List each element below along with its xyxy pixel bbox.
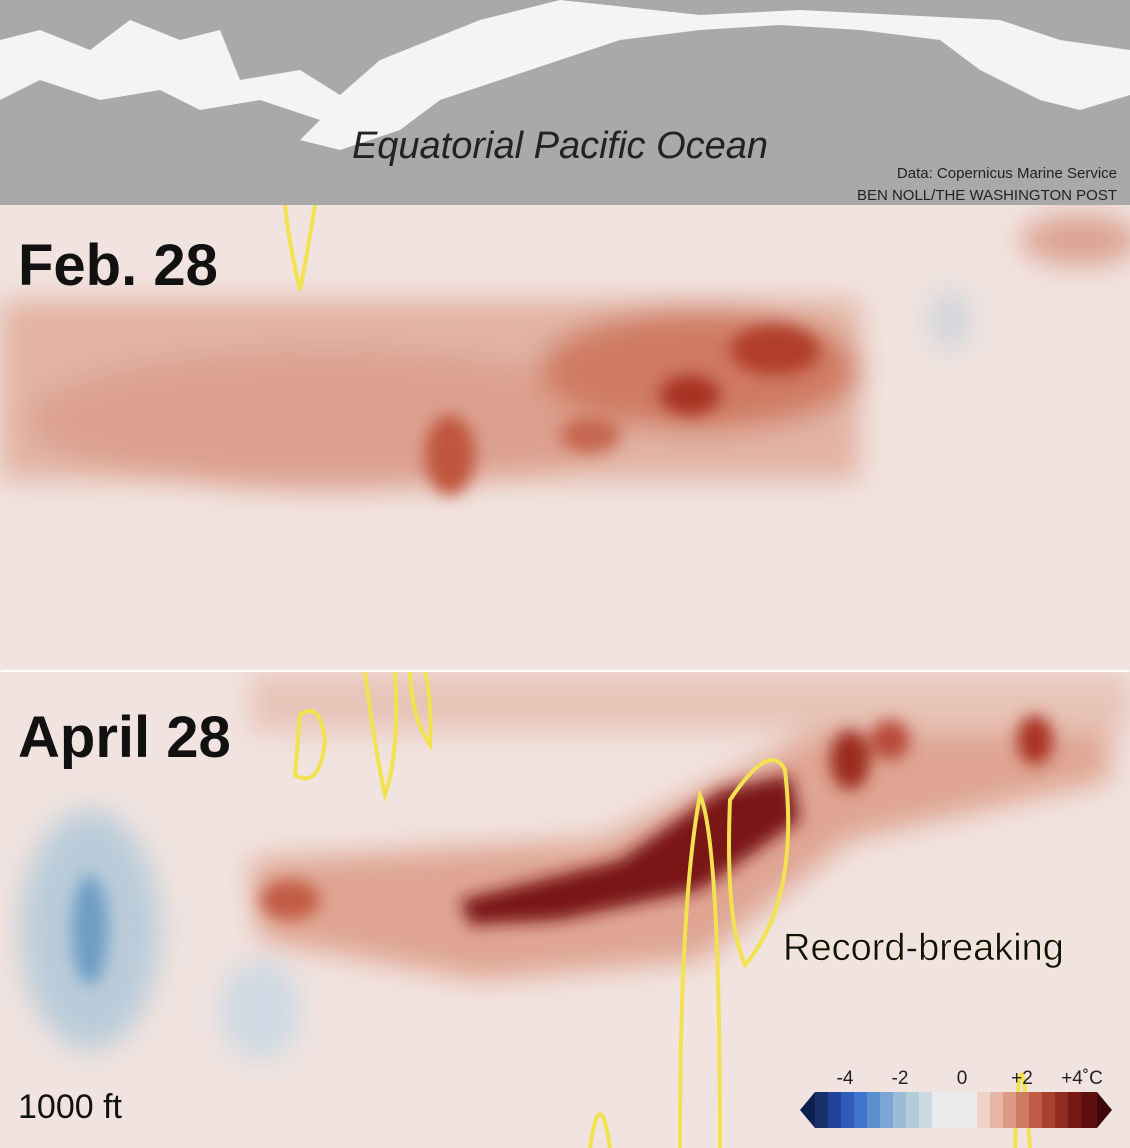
credit: BEN NOLL/THE WASHINGTON POST	[857, 187, 1117, 204]
panel-april: April 28 Record-breaking 1000 ft	[0, 672, 1130, 1148]
legend-tick: +4˚C	[1061, 1068, 1103, 1089]
legend-tick: 0	[957, 1068, 968, 1089]
annotation: Record-breaking	[783, 927, 1064, 969]
legend-tick: -4	[837, 1068, 854, 1089]
panel-label: Feb. 28	[18, 233, 218, 298]
source: Data: Copernicus Marine Service	[897, 165, 1117, 182]
map-header: Equatorial Pacific Ocean Data: Copernicu…	[0, 0, 1130, 205]
color-legend: -4 -2 0 +2 +4˚C	[800, 1068, 1112, 1128]
title: Equatorial Pacific Ocean	[352, 125, 768, 167]
depth-label: 1000 ft	[18, 1088, 123, 1126]
legend-tick: +2	[1011, 1068, 1033, 1089]
panel-feb: Feb. 28	[0, 205, 1130, 670]
panel-label: April 28	[18, 705, 231, 770]
legend-tick: -2	[892, 1068, 909, 1089]
